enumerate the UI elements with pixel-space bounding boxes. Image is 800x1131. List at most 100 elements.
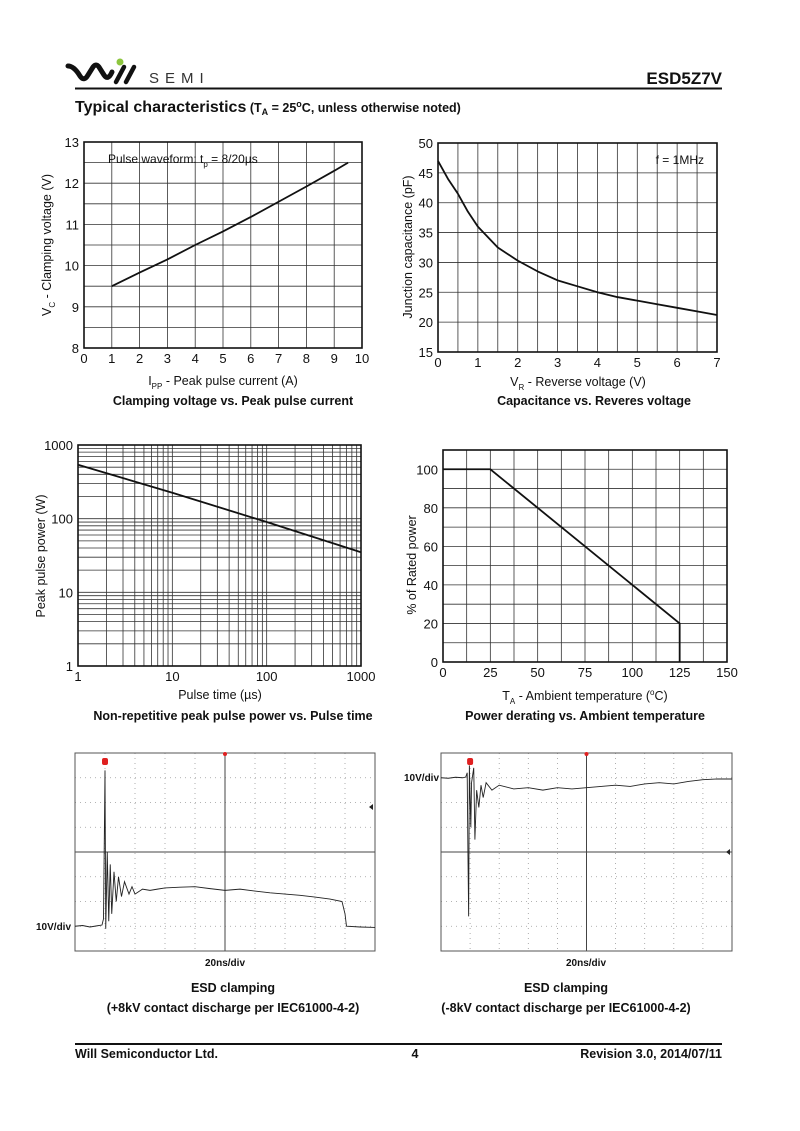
series-line bbox=[443, 468, 681, 662]
section-title-main: Typical characteristics bbox=[75, 99, 246, 116]
scope-subtitle: (-8kV contact discharge per IEC61000-4-2… bbox=[441, 1001, 690, 1015]
plot-frame bbox=[83, 141, 363, 349]
level-marker-icon bbox=[369, 804, 373, 810]
trigger-marker-icon bbox=[467, 758, 474, 765]
x-tick-label: 1000 bbox=[347, 669, 376, 684]
x-tick-label: 1 bbox=[474, 355, 481, 370]
x-tick-label: 100 bbox=[621, 665, 643, 680]
y-tick-label: 35 bbox=[419, 226, 433, 241]
y-tick-label: 12 bbox=[65, 176, 79, 191]
level-marker-icon bbox=[726, 849, 730, 855]
x-tick-label: 3 bbox=[164, 351, 171, 366]
y-axis-label: VC - Clamping voltage (V) bbox=[40, 174, 57, 316]
part-number: ESD5Z7V bbox=[646, 69, 722, 88]
x-tick-label: 50 bbox=[530, 665, 544, 680]
chart-title: Capacitance vs. Reveres voltage bbox=[497, 394, 691, 408]
chart-title: Non-repetitive peak pulse power vs. Puls… bbox=[93, 709, 372, 723]
y-tick-label: 45 bbox=[419, 166, 433, 181]
scope-time-scale: 20ns/div bbox=[205, 958, 245, 969]
y-axis-label: Junction capacitance (pF) bbox=[401, 175, 415, 318]
y-tick-label: 100 bbox=[51, 512, 73, 527]
condition-sup: o bbox=[296, 99, 302, 109]
x-axis-label: Pulse time (µs) bbox=[178, 688, 262, 702]
y-tick-label: 0 bbox=[431, 655, 438, 670]
time-reference-marker-icon bbox=[584, 752, 589, 756]
plot-frame bbox=[442, 449, 728, 663]
x-tick-label: 1 bbox=[74, 669, 81, 684]
y-tick-label: 13 bbox=[65, 135, 79, 150]
y-tick-label: 1000 bbox=[44, 438, 73, 453]
condition-suffix: C, unless otherwise noted) bbox=[302, 101, 461, 115]
scope-esd-positive bbox=[74, 752, 376, 952]
section-title: Typical characteristics (TA = 25oC, unle… bbox=[75, 99, 461, 117]
y-tick-label: 50 bbox=[419, 136, 433, 151]
y-tick-label: 25 bbox=[419, 285, 433, 300]
trigger-marker-icon bbox=[102, 758, 108, 765]
scope-vertical-scale: 10V/div bbox=[36, 922, 71, 933]
condition-sub: A bbox=[262, 107, 269, 117]
plot-frame bbox=[437, 142, 718, 353]
y-tick-label: 9 bbox=[72, 300, 79, 315]
y-tick-label: 40 bbox=[419, 196, 433, 211]
scope-trace bbox=[440, 765, 732, 917]
y-tick-label: 10 bbox=[59, 585, 73, 600]
x-tick-label: 9 bbox=[331, 351, 338, 366]
x-tick-label: 3 bbox=[554, 355, 561, 370]
scope-title: ESD clamping bbox=[524, 981, 608, 995]
x-tick-label: 1 bbox=[108, 351, 115, 366]
y-tick-label: 40 bbox=[424, 578, 438, 593]
x-tick-label: 25 bbox=[483, 665, 497, 680]
chart-annotation: f = 1MHz bbox=[656, 153, 704, 167]
y-tick-label: 20 bbox=[419, 315, 433, 330]
x-tick-label: 10 bbox=[355, 351, 369, 366]
series-line bbox=[437, 160, 718, 316]
chart-title: Power derating vs. Ambient temperature bbox=[465, 709, 705, 723]
scope-subtitle: (+8kV contact discharge per IEC61000-4-2… bbox=[107, 1001, 360, 1015]
will-semi-logo: SEMI bbox=[65, 58, 210, 87]
y-tick-label: 11 bbox=[66, 217, 80, 232]
x-axis-label: VR - Reverse voltage (V) bbox=[510, 375, 646, 392]
x-axis-label: TA - Ambient temperature (oC) bbox=[502, 688, 667, 706]
y-tick-label: 30 bbox=[419, 255, 433, 270]
y-tick-label: 1 bbox=[66, 659, 73, 674]
x-tick-label: 150 bbox=[716, 665, 738, 680]
x-tick-label: 5 bbox=[219, 351, 226, 366]
footer-company: Will Semiconductor Ltd. bbox=[75, 1047, 218, 1061]
chart-annotation: Pulse waveform: tp = 8/20µs bbox=[108, 152, 258, 169]
condition-mid: = 25 bbox=[268, 101, 296, 115]
x-axis-label: IPP - Peak pulse current (A) bbox=[148, 374, 298, 391]
chart-title: Clamping voltage vs. Peak pulse current bbox=[113, 394, 354, 408]
x-tick-label: 2 bbox=[514, 355, 521, 370]
y-tick-label: 8 bbox=[72, 341, 79, 356]
logo-text: SEMI bbox=[149, 70, 210, 87]
x-tick-label: 10 bbox=[165, 669, 179, 684]
y-tick-label: 15 bbox=[419, 345, 433, 360]
series-line bbox=[111, 161, 349, 288]
x-tick-label: 7 bbox=[713, 355, 720, 370]
y-tick-label: 60 bbox=[424, 539, 438, 554]
footer-revision: Revision 3.0, 2014/07/11 bbox=[580, 1047, 722, 1061]
y-axis-label: % of Rated power bbox=[405, 515, 419, 614]
scope-trace bbox=[74, 770, 376, 929]
x-tick-label: 5 bbox=[634, 355, 641, 370]
y-tick-label: 20 bbox=[424, 616, 438, 631]
logo-green-dot bbox=[116, 58, 124, 66]
time-reference-marker-icon bbox=[223, 752, 227, 756]
plot-frame bbox=[77, 444, 362, 667]
x-tick-label: 2 bbox=[136, 351, 143, 366]
footer-page-number: 4 bbox=[412, 1047, 419, 1061]
x-tick-label: 125 bbox=[669, 665, 691, 680]
logo-slash-2 bbox=[123, 64, 137, 85]
chart-peak-pulse-power: 1 10 100 1000 1 10 100 1000 bbox=[44, 438, 375, 684]
x-tick-label: 75 bbox=[578, 665, 592, 680]
y-tick-label: 10 bbox=[65, 259, 79, 274]
scope-time-scale: 20ns/div bbox=[566, 958, 606, 969]
scope-esd-negative bbox=[440, 752, 733, 952]
scope-title: ESD clamping bbox=[191, 981, 275, 995]
x-tick-label: 7 bbox=[275, 351, 282, 366]
x-tick-label: 8 bbox=[303, 351, 310, 366]
y-tick-label: 80 bbox=[424, 501, 438, 516]
